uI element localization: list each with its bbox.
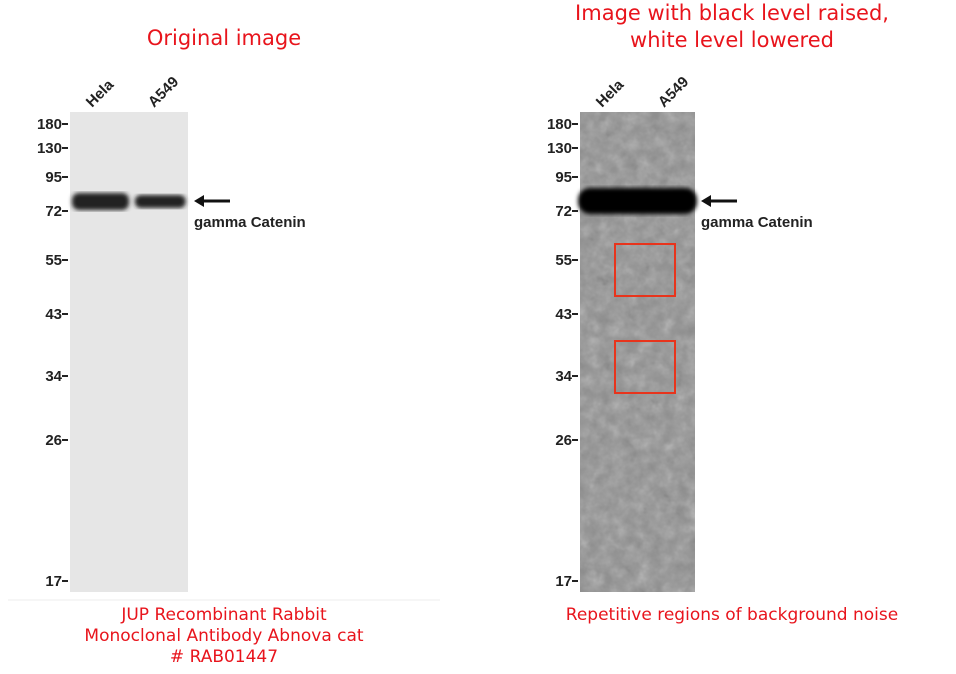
band — [578, 188, 697, 214]
marker-label: 26 — [555, 432, 572, 449]
marker-label: 17 — [555, 573, 572, 590]
marker-label: 180 — [37, 116, 62, 133]
marker-label: 95 — [555, 169, 572, 186]
caption: JUP Recombinant Rabbit — [120, 605, 327, 625]
lane-label: Hela — [593, 76, 628, 111]
lane-label: A549 — [145, 73, 182, 110]
marker-label: 43 — [45, 306, 62, 323]
highlight-box — [614, 340, 676, 394]
lane-label: A549 — [655, 73, 692, 110]
caption: # RAB01447 — [170, 647, 278, 667]
marker-label: 17 — [45, 573, 62, 590]
marker-label: 180 — [547, 116, 572, 133]
band-label: gamma Catenin — [194, 214, 306, 231]
band — [72, 193, 129, 210]
marker-label: 34 — [45, 368, 62, 385]
marker-label: 130 — [547, 140, 572, 157]
band-label: gamma Catenin — [701, 214, 813, 231]
panel-title: Image with black level raised, — [575, 1, 889, 25]
arrow-head — [701, 195, 711, 207]
arrow-head — [194, 195, 204, 207]
panel-title: white level lowered — [630, 28, 834, 52]
marker-label: 55 — [45, 252, 62, 269]
marker-label: 130 — [37, 140, 62, 157]
marker-label: 55 — [555, 252, 572, 269]
marker-label: 43 — [555, 306, 572, 323]
lane-label: Hela — [83, 76, 118, 111]
blot-background — [70, 112, 188, 592]
panel-title: Original image — [147, 26, 301, 50]
caption: Monoclonal Antibody Abnova cat — [84, 626, 364, 646]
highlight-box — [614, 243, 676, 297]
marker-label: 95 — [45, 169, 62, 186]
marker-label: 72 — [555, 203, 572, 220]
caption: Repetitive regions of background noise — [566, 605, 898, 625]
blot-noise — [580, 112, 695, 592]
marker-label: 72 — [45, 203, 62, 220]
marker-label: 26 — [45, 432, 62, 449]
band — [134, 195, 186, 208]
marker-label: 34 — [555, 368, 572, 385]
